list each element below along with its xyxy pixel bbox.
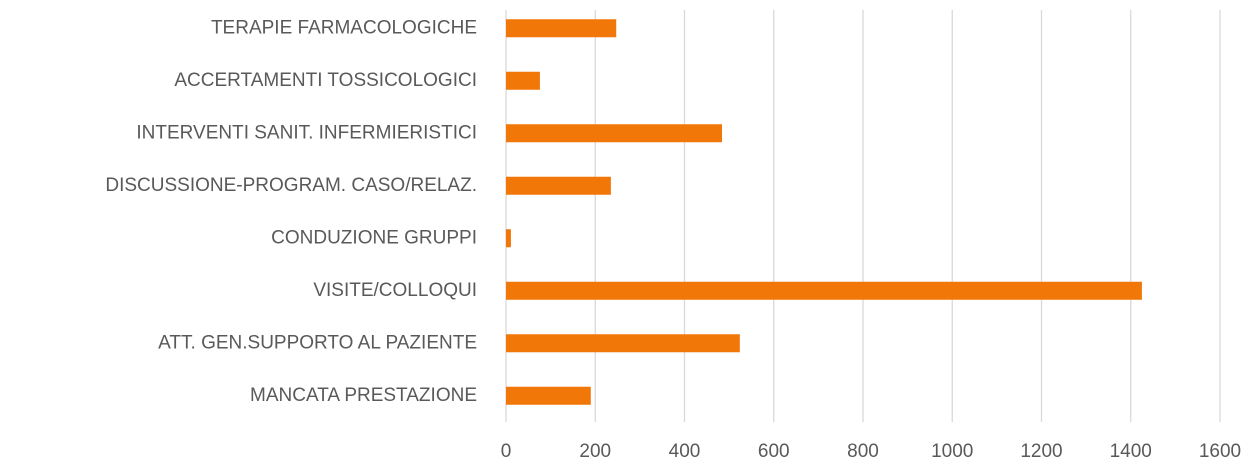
y-tick-label: VISITE/COLLOQUI [313,280,477,301]
bar [506,281,1142,300]
y-tick-label: TERAPIE FARMACOLOGICHE [211,17,477,38]
x-tick-label: 1000 [931,441,973,462]
x-tick-label: 600 [758,441,790,462]
y-tick-label: MANCATA PRESTAZIONE [250,385,477,406]
x-tick-label: 1600 [1199,441,1241,462]
y-tick-label: DISCUSSIONE-PROGRAM. CASO/RELAZ. [105,175,477,196]
y-tick-label: ATT. GEN.SUPPORTO AL PAZIENTE [158,332,477,353]
bar [506,124,722,143]
x-tick-label: 200 [579,441,611,462]
bar [506,386,591,405]
bar [506,229,511,248]
x-tick-label: 1400 [1110,441,1152,462]
bar [506,19,617,38]
x-tick-label: 1200 [1020,441,1062,462]
bar [506,176,611,195]
y-tick-label: ACCERTAMENTI TOSSICOLOGICI [174,70,477,91]
bar [506,334,740,353]
x-tick-label: 800 [847,441,879,462]
y-tick-label: INTERVENTI SANIT. INFERMIERISTICI [136,122,477,143]
bar [506,71,540,90]
y-tick-label: CONDUZIONE GRUPPI [271,227,477,248]
x-tick-label: 400 [669,441,701,462]
x-tick-label: 0 [501,441,512,462]
